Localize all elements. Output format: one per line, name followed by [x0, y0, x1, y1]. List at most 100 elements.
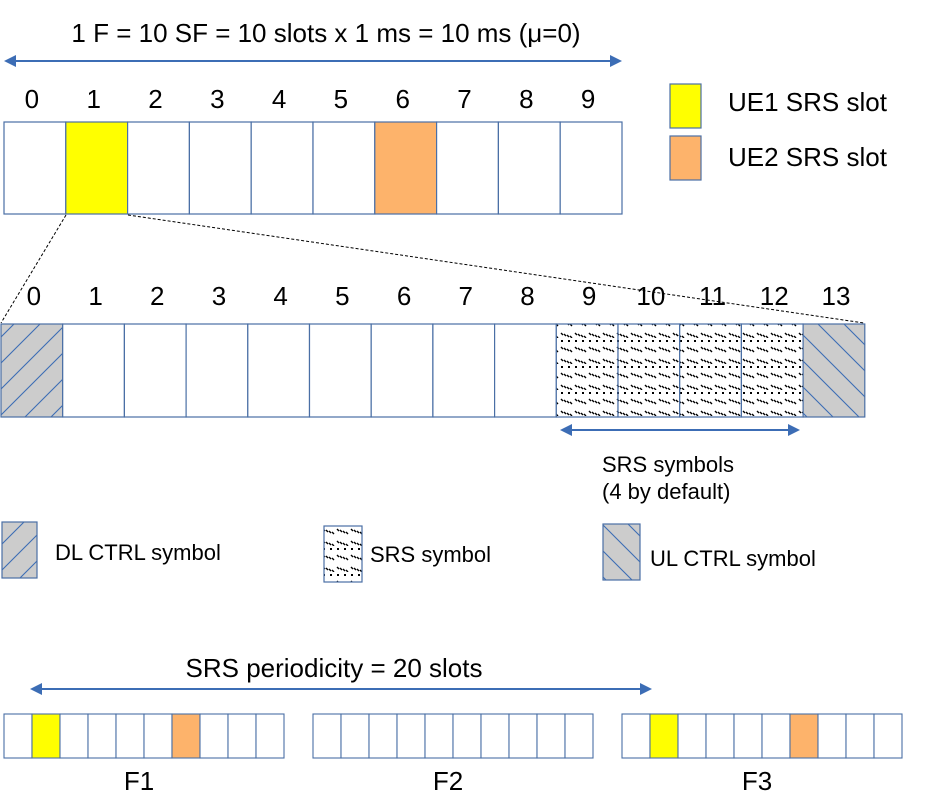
mini-slot-3 — [705, 713, 735, 759]
srs-span-label: SRS symbols — [602, 452, 734, 477]
frame-f2: F2 — [312, 713, 594, 796]
ue1-legend-label: UE1 SRS slot — [728, 87, 888, 117]
frame-title: 1 F = 10 SF = 10 slots x 1 ms = 10 ms (μ… — [71, 18, 580, 48]
symbol-2-data — [123, 323, 187, 418]
symbol-8-data — [494, 323, 557, 418]
mini-slot-3 — [87, 713, 117, 759]
symbol-number-3: 3 — [212, 281, 226, 311]
frame-slot-9 — [559, 121, 623, 215]
symbol-number-12: 12 — [760, 281, 789, 311]
mini-slot-1 — [31, 713, 61, 759]
mini-slot-2 — [59, 713, 89, 759]
symbol-number-9: 9 — [582, 281, 596, 311]
slot-number-9: 9 — [581, 84, 595, 114]
legend-ue1: UE1 SRS slot — [669, 83, 888, 129]
mini-slot-4 — [424, 713, 454, 759]
slot-number-3: 3 — [210, 84, 224, 114]
mini-slot-9 — [873, 713, 903, 759]
zoom-lines — [0, 214, 865, 324]
mini-slot-0 — [3, 713, 33, 759]
symbol-0-dl-ctrl — [0, 323, 64, 418]
slot-number-7: 7 — [457, 84, 471, 114]
mini-slot-5 — [143, 713, 173, 759]
mini-slot-6 — [480, 713, 510, 759]
symbol-number-10: 10 — [636, 281, 665, 311]
symbol-1-data — [62, 323, 126, 418]
frame-slot-1 — [65, 121, 129, 215]
legend-dl-ctrl: DL CTRL symbol — [1, 521, 221, 579]
frame-slot-3 — [188, 121, 252, 215]
slot-number-2: 2 — [148, 84, 162, 114]
frame-slot-5 — [312, 121, 376, 215]
frame-slots — [3, 121, 623, 215]
symbol-9-srs — [555, 323, 619, 418]
symbol-6-data — [370, 323, 434, 418]
ue1-swatch — [669, 83, 702, 129]
mini-slot-7 — [199, 713, 229, 759]
slot-symbols — [0, 323, 866, 418]
frame-slot-8 — [497, 121, 561, 215]
legend-ul-ctrl: UL CTRL symbol — [602, 523, 816, 581]
frame-label-f2: F2 — [433, 766, 463, 796]
periodicity-frames: F1 F2 F3 — [3, 713, 903, 796]
symbol-number-11: 11 — [699, 281, 726, 311]
frame-slot-6 — [374, 121, 438, 215]
mini-slot-7 — [817, 713, 847, 759]
slot-number-1: 1 — [86, 84, 100, 114]
slot-numbers: 0 1 2 3 4 5 6 7 8 9 — [25, 84, 596, 114]
mini-slot-4 — [733, 713, 763, 759]
frame-slot-7 — [436, 121, 500, 215]
legend-srs: SRS symbol — [323, 525, 491, 583]
symbol-number-6: 6 — [397, 281, 411, 311]
legend-ue2: UE2 SRS slot — [669, 135, 888, 181]
mini-slot-1 — [649, 713, 679, 759]
mini-slot-9 — [255, 713, 285, 759]
frame-slot-2 — [126, 121, 190, 215]
frame-slot-4 — [250, 121, 314, 215]
symbol-12-srs — [740, 323, 804, 418]
slot-number-0: 0 — [25, 84, 39, 114]
mini-slot-5 — [452, 713, 482, 759]
frame-slot-0 — [3, 121, 67, 215]
slot-number-8: 8 — [519, 84, 533, 114]
symbol-5-data — [308, 323, 372, 418]
mini-slot-8 — [845, 713, 875, 759]
mini-slot-2 — [677, 713, 707, 759]
symbol-number-4: 4 — [273, 281, 287, 311]
symbol-10-srs — [617, 323, 681, 418]
symbol-number-2: 2 — [150, 281, 164, 311]
dl-ctrl-legend-label: DL CTRL symbol — [55, 540, 221, 565]
ul-ctrl-swatch — [602, 523, 641, 581]
mini-slot-0 — [312, 713, 342, 759]
slot-number-4: 4 — [272, 84, 286, 114]
symbol-3-data — [185, 323, 249, 418]
mini-slot-6 — [171, 713, 201, 759]
mini-slot-3 — [396, 713, 426, 759]
ul-ctrl-legend-label: UL CTRL symbol — [650, 546, 816, 571]
frame-f1: F1 — [3, 713, 285, 796]
frame-f3: F3 — [621, 713, 903, 796]
slot-number-5: 5 — [334, 84, 348, 114]
mini-slot-8 — [536, 713, 566, 759]
srs-swatch — [323, 525, 363, 583]
mini-slot-0 — [621, 713, 651, 759]
ue2-swatch — [669, 135, 702, 181]
periodicity-label: SRS periodicity = 20 slots — [186, 653, 483, 683]
symbol-4-data — [247, 323, 311, 418]
dl-ctrl-swatch — [1, 521, 38, 579]
symbol-13-ul-ctrl — [802, 323, 866, 418]
symbol-number-5: 5 — [335, 281, 349, 311]
mini-slot-4 — [115, 713, 145, 759]
srs-span-arrow — [560, 424, 800, 436]
symbol-7-data — [432, 323, 496, 418]
frame-label-f1: F1 — [124, 766, 154, 796]
srs-span-sublabel: (4 by default) — [602, 479, 730, 504]
mini-slot-2 — [368, 713, 398, 759]
symbol-number-1: 1 — [88, 281, 102, 311]
mini-slot-7 — [508, 713, 538, 759]
symbol-number-7: 7 — [459, 281, 473, 311]
mini-slot-6 — [789, 713, 819, 759]
frame-duration-arrow — [4, 55, 622, 67]
symbol-numbers: 0 1 2 3 4 5 6 7 8 9 10 11 12 13 — [27, 281, 851, 311]
